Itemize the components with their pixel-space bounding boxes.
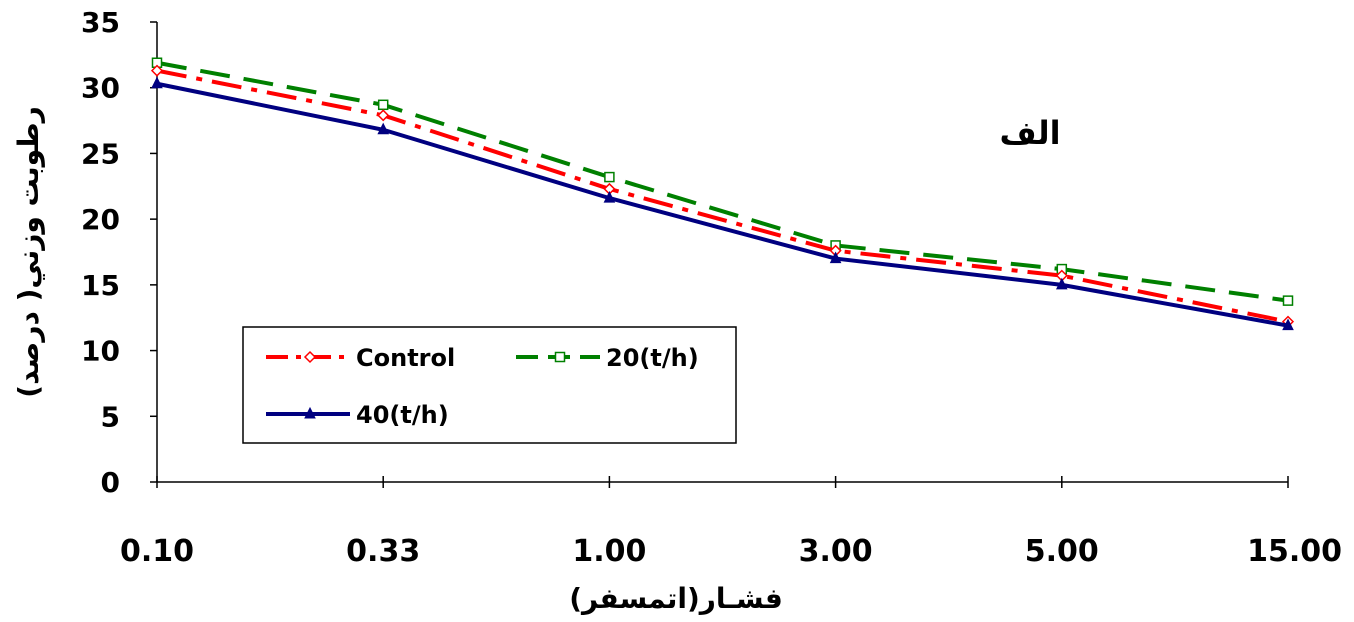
legend-box: [242, 326, 737, 444]
legend-swatch-marker: [554, 351, 566, 363]
legend-entry: 20(t/h): [516, 344, 699, 372]
data-point: [1282, 318, 1294, 331]
series-40-t-h-: [151, 76, 1294, 331]
x-axis-title: فشـار(اتمسفر): [569, 582, 783, 615]
data-point: [604, 171, 615, 183]
y-tick-label: 25: [81, 137, 120, 170]
y-tick-label: 30: [81, 72, 120, 105]
x-tick-label: 5.00: [1025, 534, 1099, 569]
x-tick-labels: 0.10 0.33 1.00 3.00 5.00 15.00: [120, 534, 1342, 569]
annotation-label: الف: [999, 114, 1060, 152]
legend-entry: Control: [266, 344, 455, 372]
legend-label: 40(t/h): [356, 401, 449, 429]
y-tick-label: 20: [81, 203, 120, 236]
data-point: [603, 190, 616, 203]
legend: Control 20(t/h) 40(t/h): [242, 326, 737, 444]
series-line: [156, 68, 1289, 324]
series-layer: [150, 57, 1295, 331]
legend-swatch-marker: [303, 350, 317, 364]
data-point: [377, 109, 390, 122]
data-point: [150, 64, 164, 77]
y-tick-label: 10: [81, 335, 120, 368]
series-control: [150, 64, 1295, 328]
axes: [150, 21, 1289, 488]
y-tick-label: 15: [81, 269, 120, 302]
data-point: [151, 76, 163, 89]
x-tick-label: 0.10: [120, 534, 194, 569]
y-tick-label: 0: [101, 466, 120, 499]
series-line: [156, 81, 1289, 328]
data-point: [1055, 277, 1068, 290]
x-tick-label: 1.00: [572, 534, 646, 569]
y-axis-title: رطوبت وزني( درصد): [12, 106, 45, 397]
data-point: [377, 99, 389, 111]
y-tick-labels: 0 5 10 15 20 25 30 35: [81, 6, 120, 499]
series-line: [156, 60, 1289, 303]
y-tick-label: 5: [101, 400, 120, 433]
x-tick-label: 15.00: [1247, 534, 1342, 569]
data-point: [1282, 295, 1294, 306]
data-point: [377, 122, 390, 135]
data-point: [829, 251, 842, 264]
series-20-t-h-: [151, 57, 1294, 306]
y-tick-label: 35: [81, 6, 120, 39]
legend-entry: 40(t/h): [266, 401, 449, 429]
x-tick-label: 0.33: [346, 534, 420, 569]
legend-label: 20(t/h): [606, 344, 699, 372]
legend-label: Control: [356, 344, 455, 372]
x-tick-label: 3.00: [799, 534, 873, 569]
legend-swatch-marker: [304, 406, 316, 419]
